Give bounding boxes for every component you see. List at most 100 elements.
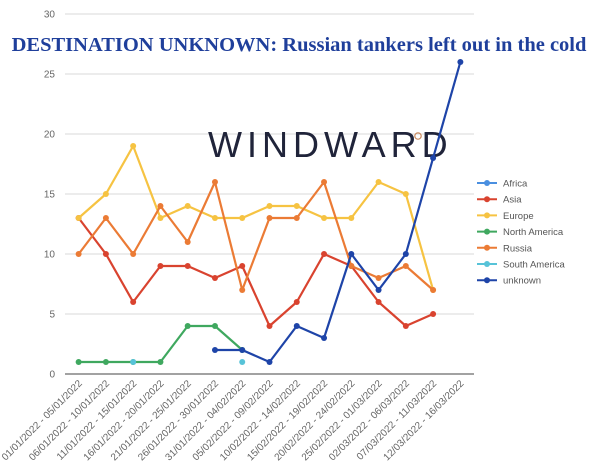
y-axis-ticks: 0 5 10 15 20 25 30	[44, 10, 56, 381]
legend-item: unknown	[477, 276, 541, 287]
series-line	[78, 324, 243, 364]
legend-swatch-marker	[484, 277, 490, 284]
legend-label: North America	[503, 227, 564, 238]
legend-label: Russia	[503, 243, 533, 254]
data-point	[402, 191, 409, 197]
data-point	[75, 359, 82, 365]
data-point	[75, 215, 82, 221]
data-point	[239, 347, 246, 353]
data-point	[102, 251, 109, 257]
data-point	[430, 311, 437, 317]
legend-swatch-marker	[484, 212, 490, 219]
legend-swatch-marker	[484, 228, 490, 235]
data-point	[293, 299, 300, 305]
data-point	[239, 263, 246, 269]
data-point	[375, 275, 382, 281]
data-point	[402, 323, 409, 329]
data-point	[130, 299, 137, 305]
data-point	[402, 251, 409, 257]
data-point	[184, 323, 191, 329]
data-point	[130, 251, 137, 257]
watermark-degree-mark	[414, 132, 422, 140]
series-line	[77, 217, 434, 328]
data-point	[211, 215, 218, 221]
data-point	[321, 215, 328, 221]
data-point	[321, 335, 328, 341]
data-point	[157, 215, 164, 221]
series-line	[214, 61, 462, 364]
data-point	[211, 323, 218, 329]
data-point	[266, 215, 273, 221]
data-point	[348, 263, 355, 269]
series-north-america	[75, 323, 246, 365]
data-point	[402, 263, 409, 269]
legend-item: Africa	[477, 179, 528, 190]
data-point	[266, 359, 273, 365]
data-point	[457, 59, 464, 65]
legend-item: Russia	[477, 243, 533, 254]
data-point	[321, 179, 328, 185]
data-point	[157, 263, 164, 269]
legend-item: Europe	[477, 211, 534, 222]
legend-swatch-marker	[484, 180, 490, 186]
data-point	[102, 359, 109, 365]
data-point	[375, 287, 382, 293]
legend-swatch-marker	[484, 261, 490, 267]
data-point	[375, 179, 382, 185]
legend-swatch-marker	[484, 196, 490, 203]
chart-title: DESTINATION UNKNOWN: Russian tankers lef…	[12, 34, 587, 56]
y-tick-label: 10	[44, 250, 56, 261]
data-point	[75, 251, 82, 257]
data-point	[266, 203, 273, 209]
data-point	[239, 215, 246, 221]
legend-item: Asia	[477, 195, 522, 206]
data-point	[293, 203, 300, 209]
series-europe	[75, 143, 437, 293]
legend-label: Asia	[503, 195, 522, 206]
legend-label: unknown	[503, 276, 541, 287]
gridlines	[65, 13, 474, 375]
y-tick-label: 25	[44, 70, 56, 81]
y-tick-label: 0	[49, 370, 55, 381]
series-lines	[75, 59, 464, 365]
data-point	[239, 359, 246, 365]
legend-swatch-marker	[484, 244, 490, 251]
data-point	[130, 359, 137, 365]
data-point	[157, 359, 164, 365]
data-point	[375, 299, 382, 305]
y-tick-label: 20	[44, 130, 56, 141]
y-tick-label: 5	[49, 310, 55, 321]
data-point	[184, 239, 191, 245]
legend-item: North America	[477, 227, 564, 238]
data-point	[348, 251, 355, 257]
data-point	[211, 347, 218, 353]
data-point	[184, 203, 191, 209]
data-point	[266, 323, 273, 329]
data-point	[293, 323, 300, 329]
data-point	[211, 179, 218, 185]
legend-item: South America	[477, 260, 565, 271]
data-point	[239, 287, 246, 293]
series-line	[77, 180, 434, 292]
legend-label: Africa	[503, 179, 528, 190]
data-point	[430, 155, 437, 161]
data-point	[184, 263, 191, 269]
series-line	[77, 144, 435, 291]
legend: Africa Asia Europe North America Russia South…	[477, 179, 565, 287]
series-russia	[75, 179, 437, 293]
data-point	[211, 275, 218, 281]
series-asia	[75, 215, 437, 329]
series-south-america	[130, 359, 246, 365]
y-tick-label: 30	[44, 10, 56, 21]
windward-watermark: WINDWARD	[208, 124, 453, 165]
data-point	[348, 215, 355, 221]
data-point	[293, 215, 300, 221]
legend-label: Europe	[503, 211, 534, 222]
legend-label: South America	[503, 260, 565, 271]
series-unknown	[211, 59, 464, 365]
data-point	[321, 251, 328, 257]
y-tick-label: 15	[44, 190, 56, 201]
